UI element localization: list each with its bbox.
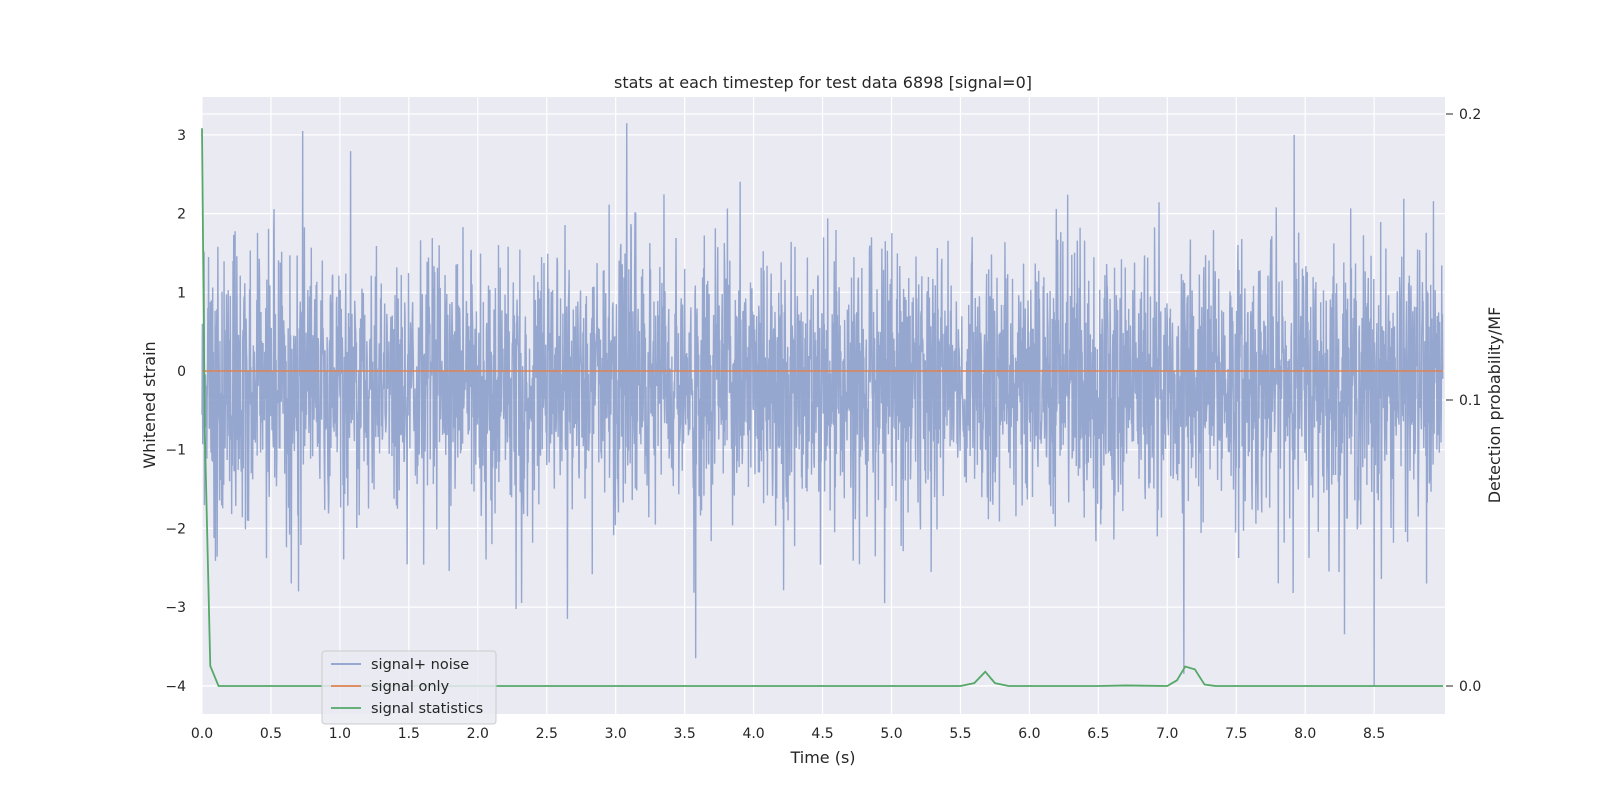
x-tick-label: 0.5 (260, 726, 282, 742)
x-tick-label: 2.5 (536, 726, 558, 742)
legend-label-signal: signal only (371, 679, 450, 695)
y-tick-label: −3 (165, 600, 186, 616)
y-tick-label: 2 (177, 207, 186, 223)
x-tick-label: 3.0 (605, 726, 627, 742)
chart-title: stats at each timestep for test data 689… (614, 73, 1032, 92)
x-tick-label: 4.5 (811, 726, 833, 742)
y-tick-label: −4 (165, 679, 186, 695)
y-tick-label: 3 (177, 128, 186, 144)
x-tick-label: 3.5 (674, 726, 696, 742)
y2-axis-label: Detection probability/MF (1485, 307, 1504, 504)
line-signal-noise (201, 123, 1444, 686)
x-tick-label: 1.5 (398, 726, 420, 742)
x-tick-label: 5.0 (880, 726, 902, 742)
y-tick-label: −2 (165, 521, 186, 537)
y-axis-ticks: 3 2 1 0 −1 −2 −3 −4 (165, 128, 186, 695)
y2-axis-ticks: 0.2 0.1 0.0 (1446, 107, 1481, 695)
x-tick-label: 0.0 (191, 726, 213, 742)
x-tick-label: 1.0 (329, 726, 351, 742)
x-tick-label: 7.0 (1156, 726, 1178, 742)
x-tick-label: 6.0 (1018, 726, 1040, 742)
line-signal-statistics (201, 128, 1444, 687)
y-tick-label: 1 (177, 285, 186, 301)
legend-label-stats: signal statistics (371, 701, 483, 717)
y-tick-label: 0 (177, 364, 186, 380)
y2-tick-label: 0.0 (1459, 679, 1481, 695)
x-axis-label: Time (s) (789, 748, 855, 767)
x-tick-label: 7.5 (1225, 726, 1247, 742)
y2-tick-label: 0.2 (1459, 107, 1481, 123)
series-signal-noise (201, 123, 1444, 686)
legend-box (321, 650, 497, 725)
y2-tick-label: 0.1 (1459, 393, 1481, 409)
x-axis-ticks: 0.0 0.5 1.0 1.5 2.0 2.5 3.0 3.5 4.0 4.5 5.0 5.5 6.0 6… (191, 726, 1385, 742)
x-tick-label: 2.0 (467, 726, 489, 742)
x-tick-label: 6.5 (1087, 726, 1109, 742)
x-tick-label: 4.0 (742, 726, 764, 742)
series-signal-statistics (201, 128, 1444, 687)
legend-label-noise: signal+ noise (371, 657, 469, 673)
x-tick-label: 8.0 (1294, 726, 1316, 742)
x-tick-label: 8.5 (1363, 726, 1385, 742)
y-axis-label: Whitened strain (140, 341, 159, 468)
legend: signal+ noise signal only signal statist… (321, 650, 497, 725)
x-tick-label: 5.5 (949, 726, 971, 742)
y-tick-label: −1 (165, 443, 186, 459)
